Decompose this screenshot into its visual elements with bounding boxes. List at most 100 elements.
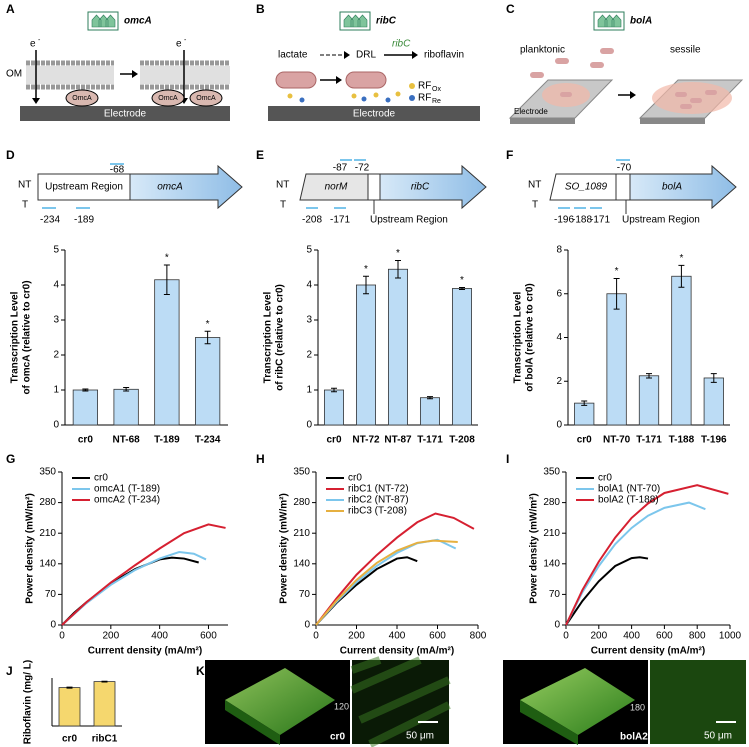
electron-charge: - — [38, 37, 41, 44]
electrode-label: Electrode — [514, 107, 548, 116]
y-tick-label: 210 — [543, 528, 560, 539]
strand-label: T — [532, 200, 538, 211]
error-bar — [331, 387, 337, 393]
site-label: -196 — [554, 215, 574, 226]
state-label: planktonic — [520, 45, 565, 56]
bar — [323, 389, 344, 426]
x-tick-label: T-234 — [195, 435, 221, 446]
x-tick-label: cr0 — [326, 435, 341, 446]
y-tick-label: 280 — [39, 497, 56, 508]
x-tick-label: 1000 — [719, 631, 742, 642]
legend-label: ribC3 (T-208) — [348, 506, 407, 517]
enzyme: ribC — [392, 39, 411, 50]
rf-re: RF — [418, 93, 431, 104]
series-line — [61, 523, 226, 626]
y-axis-label: Transcription Level — [513, 291, 524, 383]
x-tick-label: T-171 — [636, 435, 662, 446]
electron: e — [30, 39, 36, 50]
x-tick-label: ribC1 — [92, 734, 118, 745]
panel-b: ribC lactate DRL ribC riboflavin RF Ox RF… — [268, 11, 480, 121]
panel-labels: A B C D E F G H I J K — [6, 2, 515, 678]
site-label: -171 — [330, 215, 350, 226]
significance: * — [364, 264, 368, 275]
y-tick-label: 280 — [293, 497, 310, 508]
protein: OmcA — [196, 95, 216, 102]
site-label: -171 — [590, 215, 610, 226]
x-tick-label: T-208 — [449, 435, 475, 446]
y-tick-label: 4 — [306, 280, 312, 291]
significance: * — [679, 253, 683, 264]
gene-label: bolA — [662, 182, 682, 193]
series-line — [565, 556, 649, 626]
error-bar — [613, 277, 620, 310]
strand-label: NT — [528, 180, 541, 191]
x-tick-label: 400 — [151, 631, 168, 642]
electrode — [20, 106, 230, 121]
legend-label: bolA2 (T-188) — [598, 495, 659, 506]
series-line — [565, 501, 706, 626]
x-tick-label: 200 — [348, 631, 365, 642]
gene-label: norM — [325, 182, 348, 193]
membrane-label: OM — [6, 69, 22, 80]
y-tick-label: 0 — [53, 420, 59, 431]
electron-charge: - — [184, 37, 187, 44]
x-axis-label: Current density (mA/m²) — [88, 646, 202, 657]
x-axis-label: Current density (mA/m²) — [340, 646, 454, 657]
error-bar — [710, 373, 717, 383]
y-axis-label: Power density (mW/m²) — [25, 493, 36, 604]
legend-label: cr0 — [598, 473, 612, 484]
series-line — [315, 539, 458, 626]
y-tick-label: 210 — [39, 528, 56, 539]
protein: OmcA — [72, 95, 92, 102]
y-axis-label: Power density (mW/m²) — [529, 493, 540, 604]
y-tick-label: 0 — [304, 620, 310, 631]
y-axis-label: of bolA (relative to cr0) — [525, 283, 536, 392]
panel-label: I — [506, 452, 509, 466]
x-tick-label: 800 — [689, 631, 706, 642]
panel-label: H — [256, 452, 265, 466]
rf-ox: RF — [418, 81, 431, 92]
state-label: sessile — [670, 45, 701, 56]
y-tick-label: 3 — [306, 315, 312, 326]
rf-re-sub: Re — [432, 98, 441, 105]
x-tick-label: NT-87 — [384, 435, 412, 446]
depth-label: 120 — [334, 701, 349, 711]
bar — [574, 402, 595, 426]
site-label: -70 — [617, 163, 632, 174]
significance: * — [206, 319, 210, 330]
y-tick-label: 280 — [543, 497, 560, 508]
gene-label: omcA — [157, 182, 183, 193]
y-tick-label: 0 — [554, 620, 560, 631]
site-label: -234 — [40, 215, 60, 226]
legend-label: ribC1 (NT-72) — [348, 484, 409, 495]
y-tick-label: 5 — [53, 245, 59, 256]
y-tick-label: 1 — [53, 385, 59, 396]
y-tick-label: 350 — [543, 467, 560, 478]
y-tick-label: 5 — [306, 245, 312, 256]
bar — [387, 268, 408, 426]
x-tick-label: 0 — [59, 631, 65, 642]
x-tick-label: NT-68 — [113, 435, 141, 446]
gene-name: ribC — [376, 16, 397, 27]
y-tick-label: 2 — [556, 376, 562, 387]
y-tick-label: 1 — [306, 385, 312, 396]
y-tick-label: 3 — [53, 315, 59, 326]
y-axis-label: Riboflavin (mg/ L) — [23, 660, 34, 744]
y-axis-label: Transcription Level — [10, 291, 21, 383]
panel-f-diagram: NT T SO_1089 bolA Upstream Region -70 -1… — [528, 159, 737, 226]
intermediate: DRL — [356, 50, 376, 61]
bar — [703, 377, 724, 426]
error-bar — [204, 330, 211, 345]
panel-k: 120 cr0 50 μm 180 bolA2 50 μm — [205, 656, 746, 747]
site-label: -87 — [333, 163, 348, 174]
y-tick-label: 140 — [543, 558, 560, 569]
y-tick-label: 70 — [549, 589, 561, 600]
error-bar — [678, 264, 685, 288]
y-tick-label: 350 — [39, 467, 56, 478]
x-tick-label: 600 — [429, 631, 446, 642]
legend-label: cr0 — [94, 473, 108, 484]
y-tick-label: 6 — [556, 288, 562, 299]
panel-label: K — [196, 664, 205, 678]
region-label: Upstream Region — [622, 215, 700, 226]
